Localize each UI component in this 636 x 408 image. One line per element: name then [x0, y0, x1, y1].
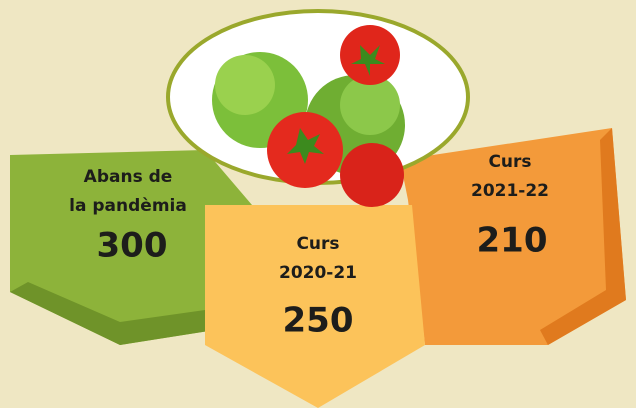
- panel-label: la pandèmia: [69, 196, 187, 216]
- panel-label: Curs: [488, 152, 531, 172]
- panel-label: Curs: [296, 234, 339, 254]
- panel-label: Abans de: [84, 167, 173, 187]
- panel-label: 2021-22: [471, 181, 549, 201]
- page: Abans de la pandèmia 300 Curs 2020-21 25…: [0, 0, 636, 408]
- panel-label: 2020-21: [279, 263, 357, 283]
- panel-value: 210: [477, 221, 548, 261]
- infographic: Abans de la pandèmia 300 Curs 2020-21 25…: [0, 0, 636, 408]
- panel-value: 250: [283, 301, 354, 341]
- panel-value: 300: [97, 226, 168, 266]
